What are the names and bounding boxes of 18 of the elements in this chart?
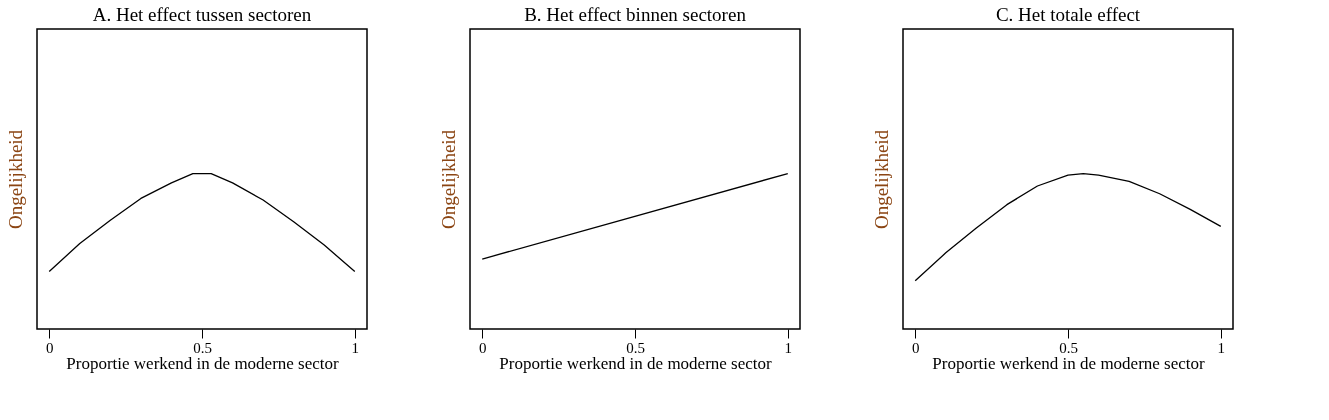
chart-title: A. Het effect tussen sectoren bbox=[92, 4, 312, 25]
y-axis-title: Ongelijkheid bbox=[870, 129, 892, 230]
x-axis-title: Proportie werkend in de moderne sector bbox=[66, 353, 340, 373]
x-axis-title: Proportie werkend in de moderne sector bbox=[499, 353, 773, 373]
y-axis-title: Ongelijkheid bbox=[437, 129, 459, 230]
x-tick-label: 0 bbox=[478, 339, 487, 356]
x-tick-label: 1 bbox=[351, 339, 360, 356]
x-axis-title: Proportie werkend in de moderne sector bbox=[932, 353, 1206, 373]
chart-title: B. Het effect binnen sectoren bbox=[524, 4, 747, 25]
x-tick-label: 0.5 bbox=[626, 339, 645, 356]
x-tick-label: 0 bbox=[45, 339, 54, 356]
x-tick-label: 0.5 bbox=[1059, 339, 1078, 356]
y-axis-title: Ongelijkheid bbox=[4, 129, 26, 230]
x-tick-label: 0.5 bbox=[193, 339, 212, 356]
x-tick-label: 1 bbox=[784, 339, 793, 356]
x-tick-label: 1 bbox=[1217, 339, 1226, 356]
chart-title: C. Het totale effect bbox=[995, 4, 1141, 25]
x-tick-label: 0 bbox=[911, 339, 920, 356]
